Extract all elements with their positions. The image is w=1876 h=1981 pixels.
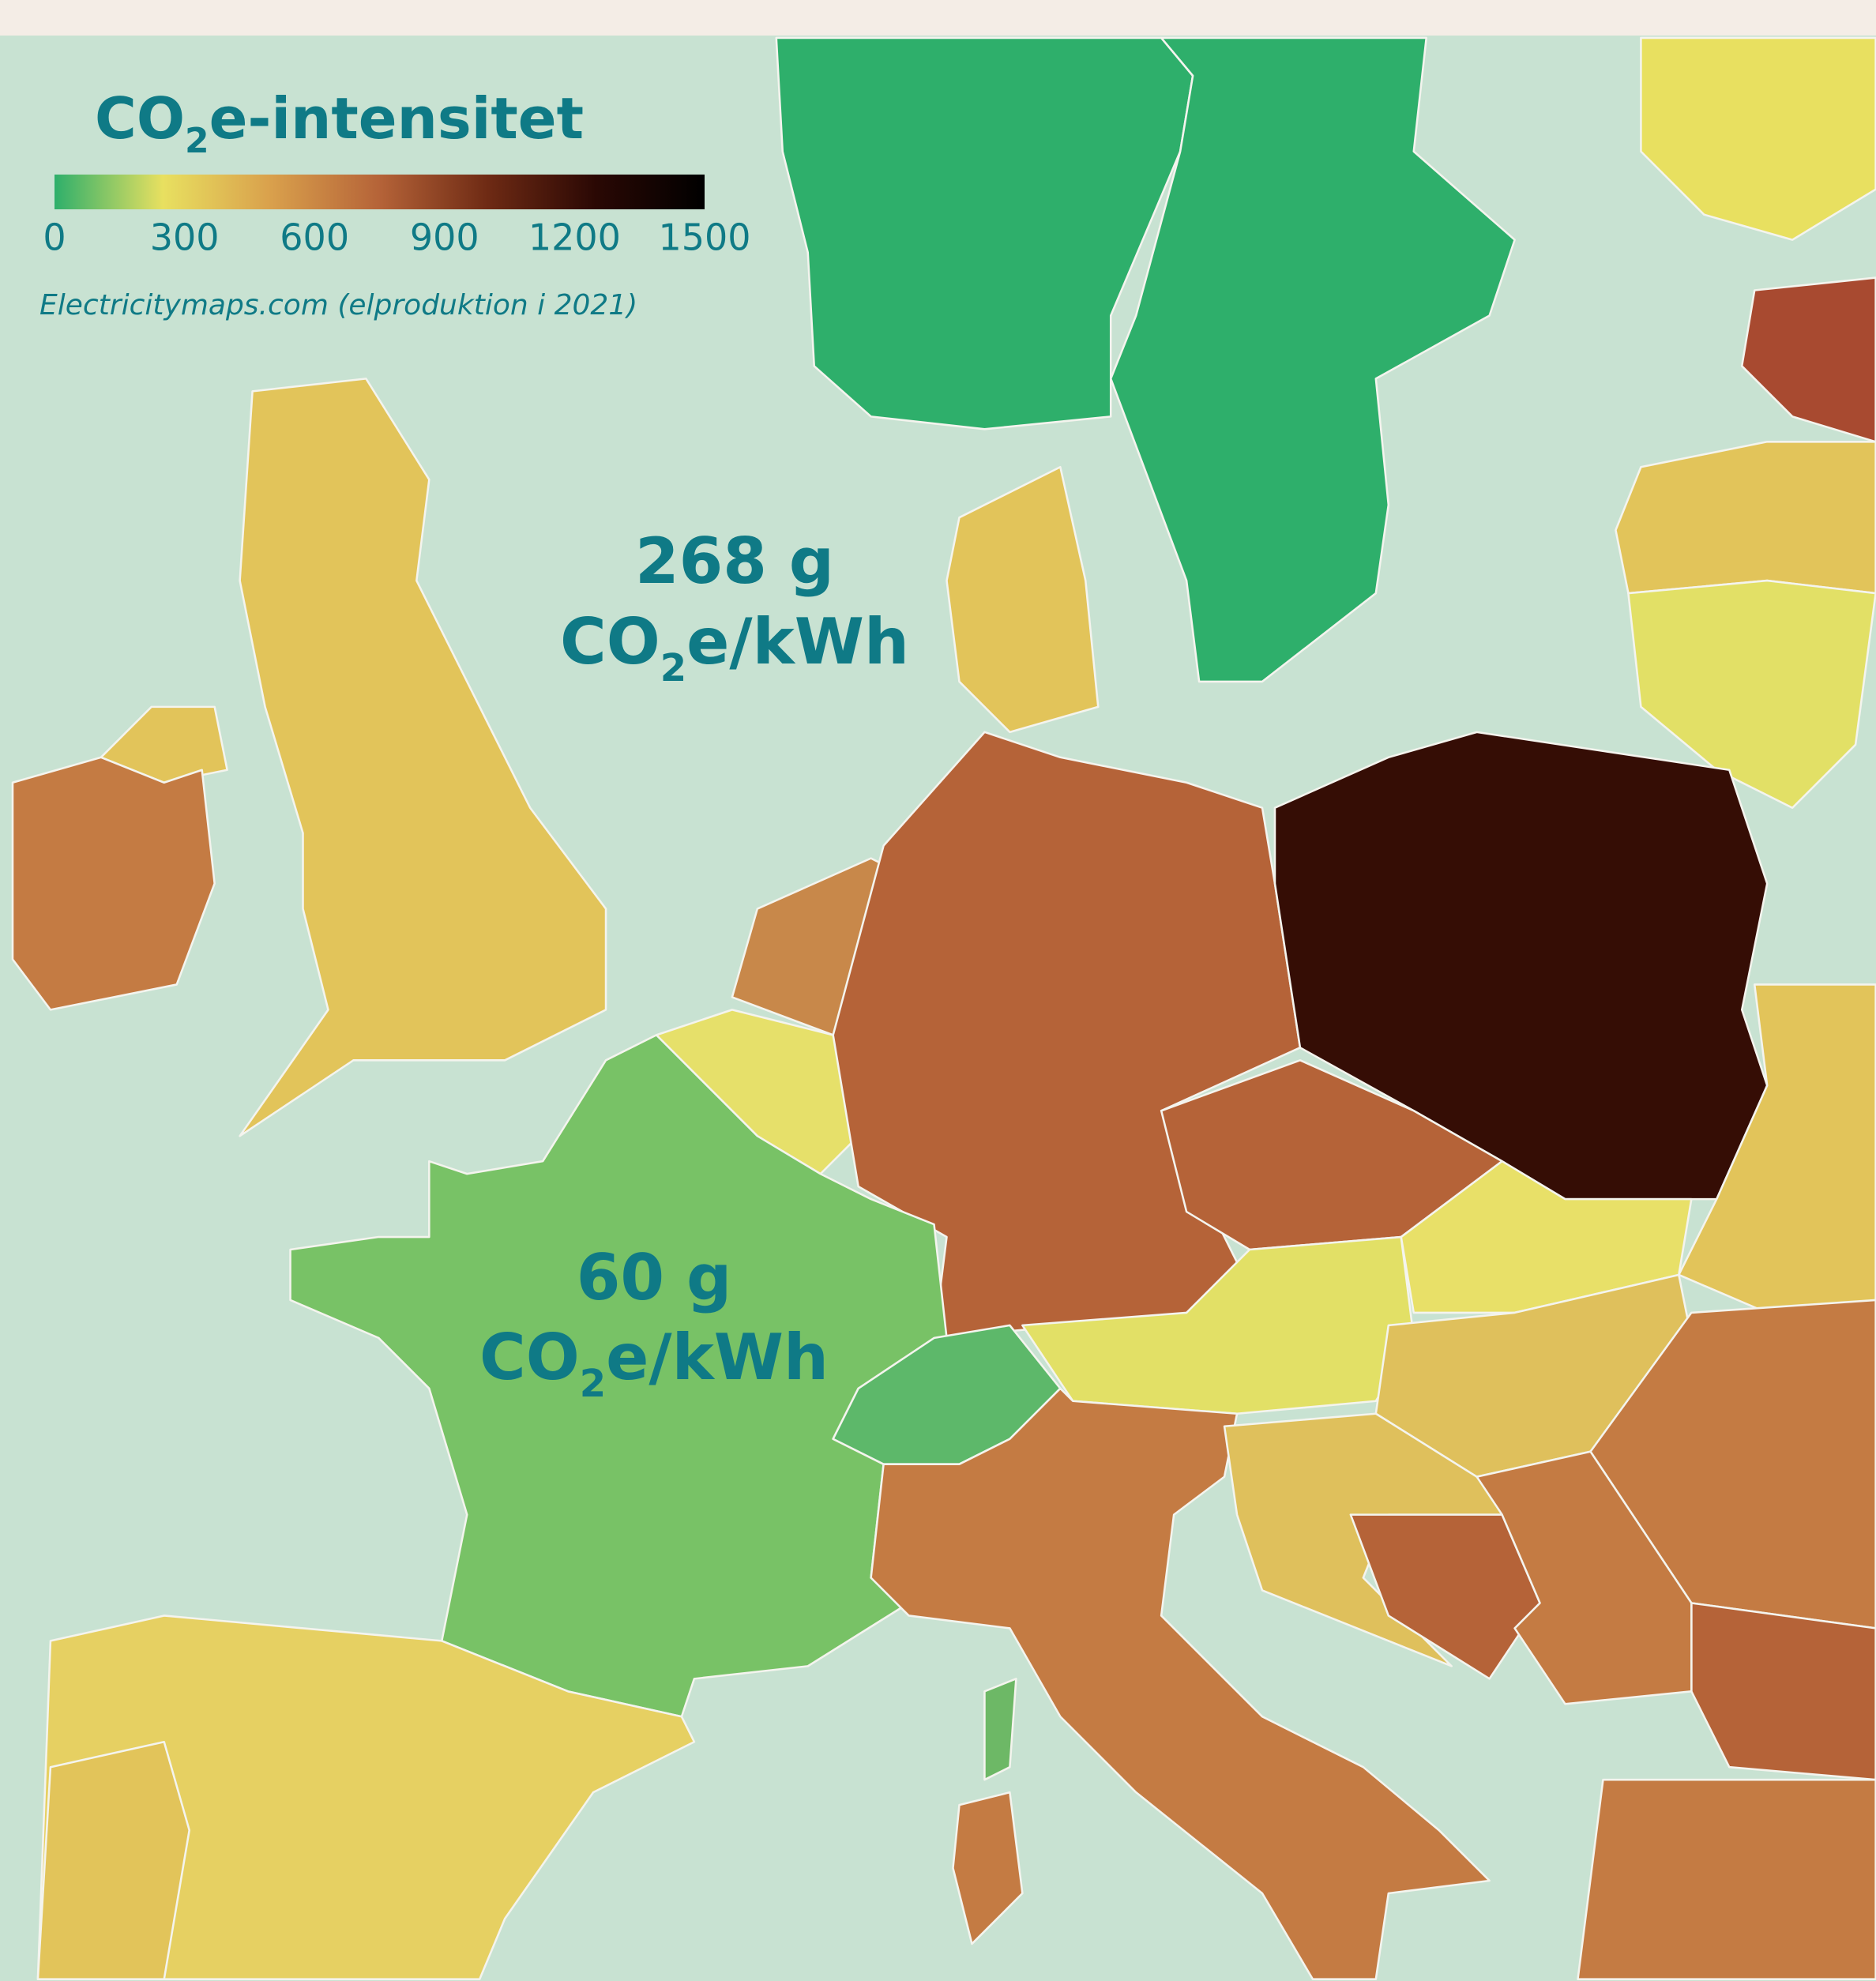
unit-subscript: 2 <box>660 646 686 690</box>
colorbar <box>55 175 705 209</box>
unit-text: CO <box>560 605 660 679</box>
annotation-unit: CO2e/kWh <box>560 605 909 690</box>
greece <box>1578 1780 1876 1979</box>
unit-subscript: 2 <box>580 1362 606 1406</box>
tick-label: 900 <box>410 216 479 259</box>
title-subscript: 2 <box>185 121 209 161</box>
page: {"title": {"text": "CO", "subscript": "2… <box>0 0 1876 1981</box>
unit-text-after: e/kWh <box>686 605 909 679</box>
title-text-after: e-intensitet <box>209 85 584 152</box>
annotation-value: 60 g <box>577 1241 731 1314</box>
latvia <box>1615 442 1875 593</box>
tick-label: 0 <box>43 216 66 259</box>
tick-label: 300 <box>150 216 220 259</box>
annotation-value: 268 g <box>635 524 834 598</box>
source: Electricitymaps.com (elproduktion i 2021… <box>39 289 637 321</box>
map: CO2e-intensitet 030060090012001500 Elect… <box>0 0 1876 1981</box>
tick-label: 600 <box>280 216 349 259</box>
legend-title: CO2e-intensitet <box>95 85 584 161</box>
tick-label: 1200 <box>528 216 621 259</box>
tick-label: 1500 <box>658 216 750 259</box>
annotation-unit: CO2e/kWh <box>479 1321 829 1406</box>
title-text: CO <box>95 85 185 152</box>
unit-text-after: e/kWh <box>606 1321 829 1394</box>
unit-text: CO <box>479 1321 580 1394</box>
portugal <box>38 1742 190 1979</box>
